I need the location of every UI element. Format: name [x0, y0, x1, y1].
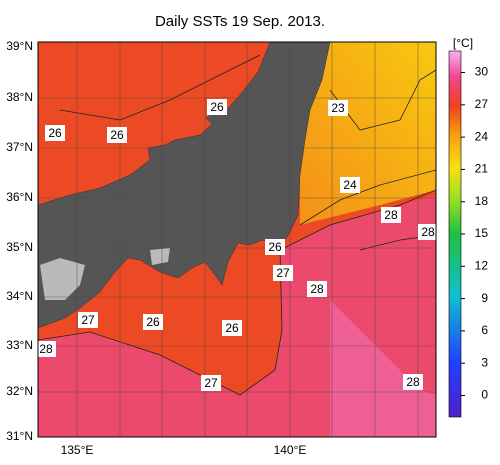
contour: [329, 69, 436, 131]
contour-label: 26: [110, 128, 124, 142]
contour-label-box: [222, 320, 242, 336]
lon-label: 140°E: [274, 443, 307, 457]
colorbar-tick-label: 24: [475, 129, 489, 143]
colorbar-unit: [°C]: [453, 36, 473, 50]
lat-label: 32°N: [6, 384, 33, 398]
grid: [38, 42, 436, 437]
colorbar-tick-label: 15: [475, 226, 489, 240]
contour-label-box: [45, 125, 65, 141]
lon-label: 135°E: [61, 443, 94, 457]
contour-label-box: [143, 314, 163, 330]
lat-label: 37°N: [6, 140, 33, 154]
contour-label: 26: [210, 100, 224, 114]
contour-label: 27: [276, 266, 290, 280]
contour-label-box: [78, 312, 98, 328]
lat-labels: 39°N 38°N 37°N 36°N 35°N 34°N 33°N 32°N …: [6, 39, 33, 443]
lat-label: 38°N: [6, 90, 33, 104]
contour-label-box: [207, 99, 227, 115]
contour-labels: 26 26 26 23 24 28 28 26 27 28 27 26 26 28 27 28: [38, 99, 436, 391]
colorbar-tick-label: 6: [481, 323, 488, 337]
contour-label: 28: [406, 375, 420, 389]
land-missing-data: [40, 258, 85, 300]
colorbar-tick-label: 30: [475, 65, 489, 79]
contour-label-box: [381, 207, 401, 223]
contour-label-box: [107, 127, 127, 143]
contour-label: 24: [343, 178, 357, 192]
lat-label: 34°N: [6, 289, 33, 303]
sea-hottest: [330, 300, 436, 437]
land-missing-data: [150, 248, 170, 265]
contour-label-box: [328, 100, 348, 116]
contour-label: 26: [268, 240, 282, 254]
contour-label-box: [273, 265, 293, 281]
lat-label: 31°N: [6, 429, 33, 443]
contour-label-box: [265, 239, 285, 255]
contour-label-box: [340, 177, 360, 193]
contour-label: 28: [421, 225, 435, 239]
colorbar-tick-label: 3: [481, 355, 488, 369]
contour: [38, 189, 436, 396]
lat-label: 39°N: [6, 39, 33, 53]
contour-label-box: [418, 224, 436, 240]
contour-label: 26: [48, 126, 62, 140]
colorbar-tick-label: 12: [475, 258, 489, 272]
contour-label-box: [403, 374, 423, 390]
contour-label: 28: [310, 282, 324, 296]
contour-label: 27: [204, 376, 218, 390]
colorbar-tick-label: 18: [475, 194, 489, 208]
map: 26 26 26 23 24 28 28 26 27 28 27 26 26 28 27 28: [38, 42, 436, 437]
contour-label: 26: [146, 315, 160, 329]
contour-label: 27: [81, 313, 95, 327]
contour-label: 28: [384, 208, 398, 222]
contour-label: 28: [39, 342, 53, 356]
lat-label: 33°N: [6, 338, 33, 352]
contour-label-box: [201, 375, 221, 391]
lat-label: 35°N: [6, 240, 33, 254]
contour: [59, 54, 261, 121]
colorbar-tick-label: 21: [475, 162, 489, 176]
colorbar-tick-label: 27: [475, 97, 489, 111]
contour-label-box: [38, 341, 56, 357]
contour-label: 26: [225, 321, 239, 335]
contour-label-box: [307, 281, 327, 297]
colorbar-tick-label: 0: [481, 388, 488, 402]
map-frame: [37, 41, 437, 438]
title: Daily SSTs 19 Sep. 2013.: [155, 13, 325, 30]
colorbar: [448, 50, 462, 418]
lat-label: 36°N: [6, 190, 33, 204]
colorbar-tick-label: 9: [481, 291, 488, 305]
contour-label: 23: [331, 101, 345, 115]
